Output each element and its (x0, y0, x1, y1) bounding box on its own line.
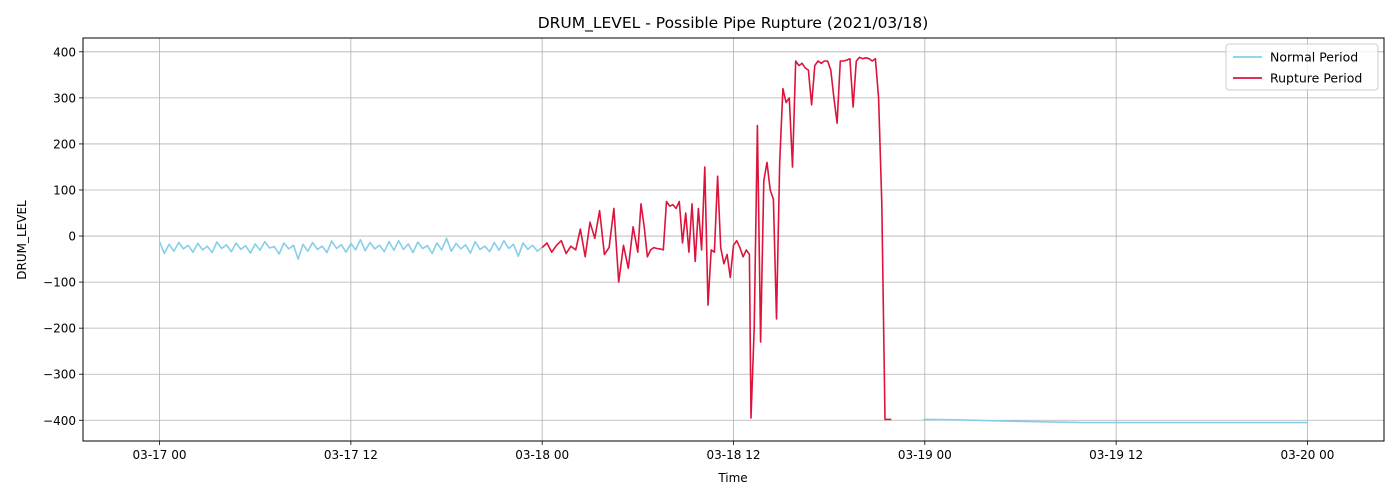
y-tick-label: −200 (43, 322, 76, 336)
y-axis: 400 300 200 100 0 −100 −200 −300 −400 (43, 45, 83, 428)
legend: Normal Period Rupture Period (1225, 43, 1379, 91)
y-tick-label: 400 (53, 45, 76, 59)
series-layer (158, 56, 1308, 424)
x-tick-label: 03-19 00 (898, 448, 952, 462)
y-tick-label: 0 (68, 230, 76, 244)
y-tick-label: 300 (53, 91, 76, 105)
y-axis-label: DRUM_LEVEL (15, 200, 29, 280)
x-axis: 03-17 00 03-17 12 03-18 00 03-18 12 03-19 00… (133, 441, 1334, 462)
y-tick-label: −300 (43, 368, 76, 382)
series-line-normal-period (923, 418, 1308, 424)
legend-box (1225, 43, 1379, 91)
x-axis-label: Time (717, 471, 747, 485)
y-tick-label: −100 (43, 276, 76, 290)
series-line-rupture-period (541, 56, 892, 421)
x-tick-label: 03-18 00 (515, 448, 569, 462)
gridlines (83, 38, 1384, 441)
y-tick-label: −400 (43, 414, 76, 428)
x-tick-label: 03-17 12 (324, 448, 378, 462)
legend-label-rupture-period: Rupture Period (1270, 71, 1362, 86)
series-line-normal-period (158, 237, 543, 260)
y-tick-label: 100 (53, 183, 76, 197)
x-tick-label: 03-19 12 (1089, 448, 1143, 462)
x-tick-label: 03-17 00 (133, 448, 187, 462)
legend-label-normal-period: Normal Period (1270, 50, 1358, 65)
x-tick-label: 03-20 00 (1280, 448, 1334, 462)
chart-title: DRUM_LEVEL - Possible Pipe Rupture (2021… (538, 14, 929, 33)
x-tick-label: 03-18 12 (707, 448, 761, 462)
y-tick-label: 200 (53, 137, 76, 151)
